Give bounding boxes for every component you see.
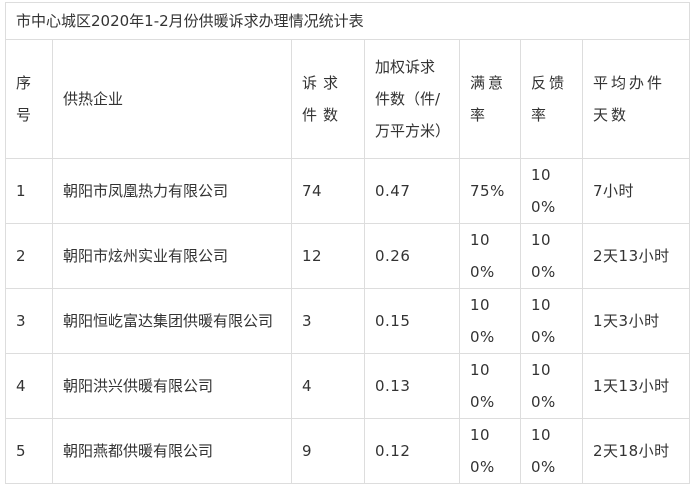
cell-satisfaction: 100% [459, 353, 521, 419]
cell-count: 74 [291, 158, 365, 224]
cell-no: 2 [5, 223, 53, 289]
cell-feedback: 100% [520, 158, 583, 224]
cell-feedback: 100% [520, 223, 583, 289]
header-no: 序号 [5, 39, 53, 159]
table-title: 市中心城区2020年1-2月份供暖诉求办理情况统计表 [4, 2, 690, 40]
header-avg-days: 平均办件天数 [581, 39, 690, 159]
cell-weighted: 0.47 [364, 158, 460, 224]
table-title-row: 市中心城区2020年1-2月份供暖诉求办理情况统计表 [4, 2, 690, 40]
table-row: 4 朝阳洪兴供暖有限公司 4 0.13 100% 100% 1天13小时 [5, 353, 690, 419]
header-company: 供热企业 [52, 39, 292, 159]
cell-feedback: 100% [520, 288, 583, 354]
statistics-table: 市中心城区2020年1-2月份供暖诉求办理情况统计表 序号 供热企业 诉求件数 … [4, 2, 690, 484]
cell-satisfaction: 100% [459, 288, 521, 354]
cell-weighted: 0.12 [364, 418, 460, 484]
cell-feedback: 100% [520, 353, 583, 419]
header-row: 序号 供热企业 诉求件数 加权诉求件数（件/万平方米） 满意率 反馈率 平均办件… [5, 39, 690, 159]
cell-avg-days: 2天18小时 [581, 418, 690, 484]
cell-company: 朝阳市凤凰热力有限公司 [52, 158, 292, 224]
table-row: 3 朝阳恒屹富达集团供暖有限公司 3 0.15 100% 100% 1天3小时 [5, 288, 690, 354]
cell-avg-days: 1天3小时 [581, 288, 690, 354]
table-row: 1 朝阳市凤凰热力有限公司 74 0.47 75% 100% 7小时 [5, 158, 690, 224]
header-feedback: 反馈率 [520, 39, 583, 159]
cell-avg-days: 2天13小时 [581, 223, 690, 289]
cell-avg-days: 7小时 [581, 158, 690, 224]
cell-count: 3 [291, 288, 365, 354]
cell-weighted: 0.13 [364, 353, 460, 419]
cell-no: 3 [5, 288, 53, 354]
cell-company: 朝阳恒屹富达集团供暖有限公司 [52, 288, 292, 354]
table-row: 5 朝阳燕都供暖有限公司 9 0.12 100% 100% 2天18小时 [5, 418, 690, 484]
cell-company: 朝阳燕都供暖有限公司 [52, 418, 292, 484]
cell-no: 4 [5, 353, 53, 419]
cell-count: 4 [291, 353, 365, 419]
cell-count: 12 [291, 223, 365, 289]
cell-no: 1 [5, 158, 53, 224]
header-satisfaction: 满意率 [459, 39, 521, 159]
cell-satisfaction: 100% [459, 223, 521, 289]
cell-satisfaction: 75% [459, 158, 521, 224]
cell-weighted: 0.26 [364, 223, 460, 289]
cell-weighted: 0.15 [364, 288, 460, 354]
cell-satisfaction: 100% [459, 418, 521, 484]
cell-count: 9 [291, 418, 365, 484]
cell-no: 5 [5, 418, 53, 484]
cell-company: 朝阳洪兴供暖有限公司 [52, 353, 292, 419]
header-weighted: 加权诉求件数（件/万平方米） [364, 39, 460, 159]
table-row: 2 朝阳市炫州实业有限公司 12 0.26 100% 100% 2天13小时 [5, 223, 690, 289]
header-count: 诉求件数 [291, 39, 365, 159]
cell-avg-days: 1天13小时 [581, 353, 690, 419]
cell-feedback: 100% [520, 418, 583, 484]
cell-company: 朝阳市炫州实业有限公司 [52, 223, 292, 289]
